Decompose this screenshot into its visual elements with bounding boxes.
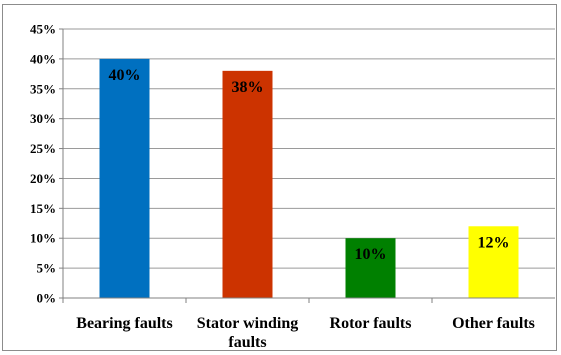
x-category-label: Rotor faults (330, 315, 412, 332)
axes (59, 28, 555, 303)
data-label: 12% (478, 234, 510, 251)
y-axis-tick-labels: 0% 5% 10% 15% 20% 25% 30% 35% 40% 45% (30, 22, 56, 306)
bar (222, 70, 273, 298)
x-category-label: Bearing faults (76, 315, 172, 332)
chart-frame (2, 4, 557, 351)
bar (345, 238, 396, 298)
y-tick-label: 15% (30, 201, 56, 216)
y-tick-label: 30% (30, 111, 56, 126)
data-label: 40% (109, 67, 141, 84)
x-category-label: Other faults (452, 315, 535, 332)
data-label: 10% (355, 246, 387, 263)
data-label: 38% (232, 79, 264, 96)
data-labels: 40% 38% 10% 12% (109, 67, 510, 263)
bar (99, 58, 150, 299)
y-tick-label: 40% (30, 51, 56, 66)
y-tick-label: 25% (30, 141, 56, 156)
y-tick-label: 10% (30, 231, 56, 246)
x-axis-category-labels: Bearing faults Stator winding faults Rotor … (76, 315, 535, 351)
x-category-label: Stator winding faults (197, 315, 299, 351)
y-tick-label: 35% (30, 81, 56, 96)
y-tick-label: 5% (37, 261, 57, 276)
bars (99, 58, 519, 299)
bar (468, 226, 519, 298)
y-tick-label: 45% (30, 22, 56, 37)
y-tick-label: 0% (37, 291, 57, 306)
y-tick-label: 20% (30, 171, 56, 186)
